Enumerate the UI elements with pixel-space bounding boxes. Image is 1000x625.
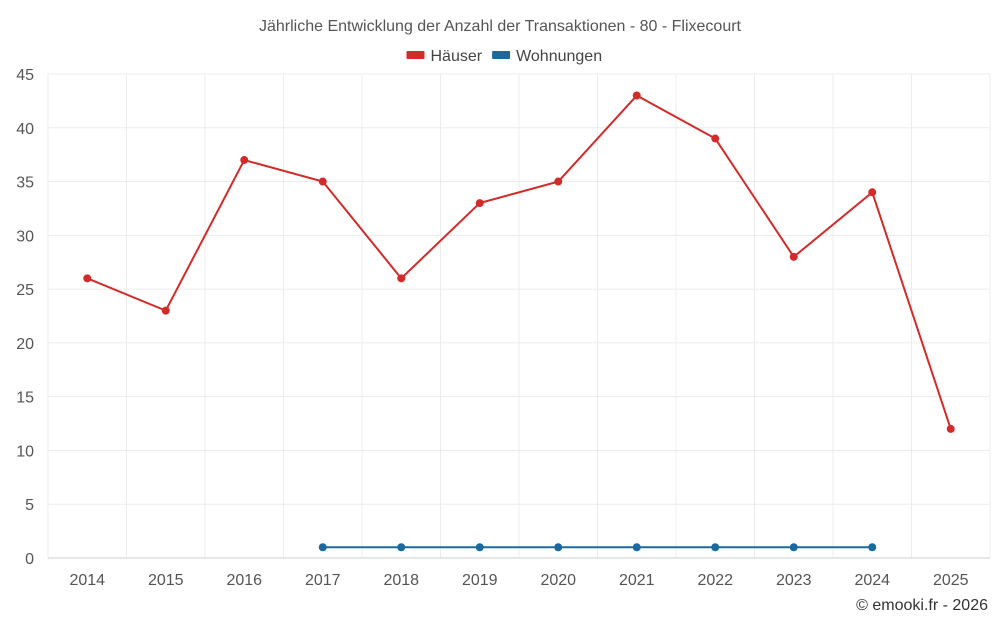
x-tick-label: 2023	[776, 572, 812, 589]
data-point-0-2017[interactable]	[318, 177, 327, 186]
y-tick-label: 15	[16, 390, 34, 407]
legend-label-1[interactable]: Wohnungen	[516, 48, 602, 65]
data-point-1-2023[interactable]	[789, 543, 798, 552]
data-point-0-2023[interactable]	[789, 252, 798, 261]
x-tick-label: 2025	[933, 572, 969, 589]
data-point-1-2017[interactable]	[318, 543, 327, 552]
x-axis-ticks: 2014 2015 2016 2017 2018 2019 2020 2021 2022 2023…	[69, 572, 968, 589]
data-point-1-2024[interactable]	[868, 543, 877, 552]
data-point-0-2025[interactable]	[946, 424, 955, 433]
data-point-0-2024[interactable]	[868, 188, 877, 197]
legend-label-0[interactable]: Häuser	[431, 48, 483, 65]
x-tick-label: 2018	[383, 572, 419, 589]
legend-swatch-1	[492, 51, 511, 59]
x-tick-label: 2019	[462, 572, 498, 589]
y-tick-label: 45	[16, 67, 34, 84]
x-tick-label: 2017	[305, 572, 341, 589]
x-tick-label: 2020	[540, 572, 576, 589]
x-tick-label: 2015	[148, 572, 184, 589]
x-tick-label: 2024	[854, 572, 890, 589]
y-tick-label: 10	[16, 443, 34, 460]
series-line-0	[86, 94, 952, 430]
legend-swatch-0	[406, 51, 425, 59]
data-point-0-2020[interactable]	[554, 177, 563, 186]
credit-text: © emooki.fr - 2026	[856, 597, 988, 614]
data-point-0-2021[interactable]	[632, 91, 641, 100]
y-tick-label: 20	[16, 336, 34, 353]
data-point-1-2019[interactable]	[475, 543, 484, 552]
data-point-1-2020[interactable]	[554, 543, 563, 552]
y-tick-label: 25	[16, 282, 34, 299]
data-point-0-2019[interactable]	[475, 199, 484, 208]
x-tick-label: 2014	[69, 572, 105, 589]
series-group	[83, 91, 955, 552]
x-tick-label: 2021	[619, 572, 655, 589]
y-tick-label: 5	[25, 497, 34, 514]
y-tick-label: 30	[16, 228, 34, 245]
y-tick-label: 0	[25, 551, 34, 568]
legend: Häuser Wohnungen	[406, 48, 602, 65]
data-point-0-2014[interactable]	[83, 274, 92, 283]
data-point-1-2018[interactable]	[397, 543, 406, 552]
data-point-0-2018[interactable]	[397, 274, 406, 283]
data-point-0-2015[interactable]	[161, 306, 170, 315]
grid	[47, 73, 991, 559]
data-point-0-2022[interactable]	[711, 134, 720, 143]
chart-title: Jährliche Entwicklung der Anzahl der Tra…	[259, 18, 742, 35]
data-point-1-2021[interactable]	[632, 543, 641, 552]
x-tick-label: 2016	[226, 572, 262, 589]
x-tick-label: 2022	[697, 572, 733, 589]
y-tick-label: 35	[16, 175, 34, 192]
y-tick-label: 40	[16, 121, 34, 138]
data-point-0-2016[interactable]	[240, 156, 249, 165]
y-axis-ticks: 0 5 10 15 20 25 30 35 40 45	[16, 67, 34, 568]
data-point-1-2022[interactable]	[711, 543, 720, 552]
